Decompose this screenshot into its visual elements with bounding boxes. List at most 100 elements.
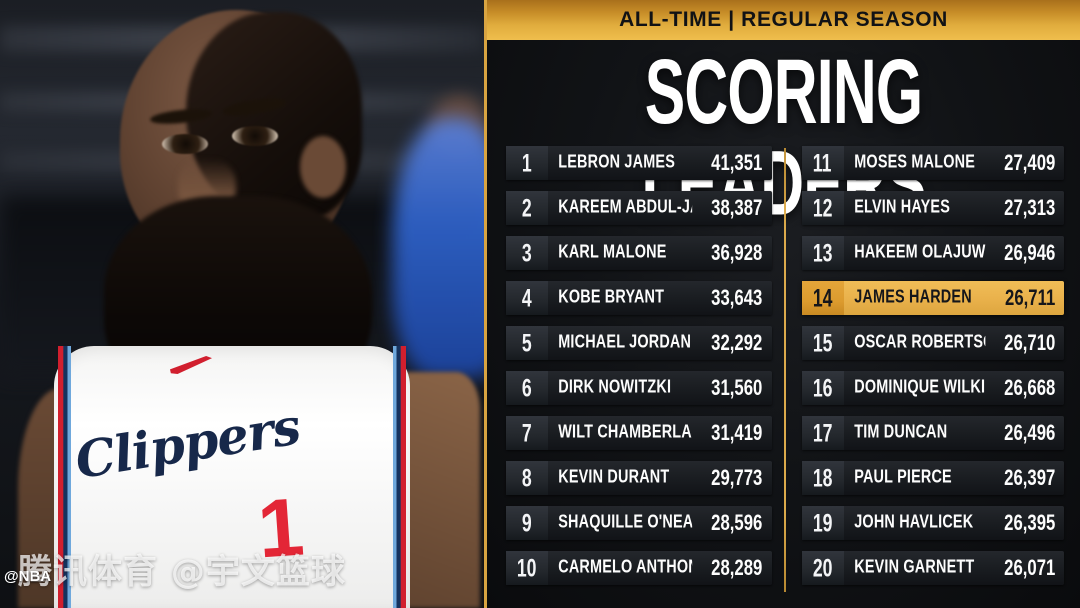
rank-cell: 12 [801, 191, 844, 225]
rank-value: 20 [812, 554, 833, 582]
player-name: PAUL PIERCE [853, 467, 952, 488]
player-name: MICHAEL JORDAN [558, 332, 692, 353]
rank-value: 13 [812, 239, 833, 267]
rank-cell: 4 [506, 281, 548, 315]
player-points: 28,596 [711, 510, 763, 536]
rank-cell: 19 [801, 506, 844, 540]
player-points: 26,711 [1004, 285, 1056, 311]
player-points: 26,496 [1004, 420, 1056, 446]
player-name: SHAQUILLE O'NEAL [558, 512, 693, 533]
leaderboard-column-left: 1 LEBRON JAMES 41,351 2 KAREEM ABDUL-JABBAR 3… [487, 146, 784, 596]
player-name: KEVIN GARNETT [853, 557, 974, 578]
rank-value: 15 [812, 329, 833, 357]
leaderboard-row: 5 MICHAEL JORDAN 32,292 [506, 326, 772, 360]
player-points: 31,560 [711, 375, 763, 401]
leaderboard-row: 3 KARL MALONE 36,928 [506, 236, 772, 270]
rank-value: 8 [522, 464, 532, 492]
column-divider [783, 148, 786, 592]
player-name: JOHN HAVLICEK [853, 512, 973, 533]
player-eye [232, 126, 278, 146]
header-banner: ALL-TIME | REGULAR SEASON [487, 0, 1080, 40]
player-name: CARMELO ANTHONY [558, 557, 692, 578]
player-name: KEVIN DURANT [558, 467, 670, 488]
rank-value: 6 [522, 374, 532, 402]
rank-value: 9 [522, 509, 532, 537]
rank-cell: 15 [801, 326, 844, 360]
player-points: 26,710 [1004, 330, 1056, 356]
leaderboard-row: 11 MOSES MALONE 27,409 [801, 146, 1064, 180]
rank-value: 7 [522, 419, 532, 447]
player-name: MOSES MALONE [853, 152, 975, 173]
rank-cell: 11 [801, 146, 844, 180]
rank-value: 5 [522, 329, 532, 357]
rank-cell: 20 [801, 551, 844, 585]
player-name: KAREEM ABDUL-JABBAR [558, 197, 692, 218]
player-name: DOMINIQUE WILKINS [853, 377, 985, 398]
rank-cell: 1 [506, 146, 548, 180]
player-points: 27,409 [1004, 150, 1056, 176]
leaderboard-row: 6 DIRK NOWITZKI 31,560 [506, 371, 772, 405]
rank-cell: 7 [506, 416, 548, 450]
player-name: LEBRON JAMES [558, 152, 676, 173]
player-name: KOBE BRYANT [558, 287, 665, 308]
leaderboard-row: 10 CARMELO ANTHONY 28,289 [506, 551, 772, 585]
rank-cell: 2 [506, 191, 548, 225]
rank-value: 3 [522, 239, 532, 267]
player-points: 26,071 [1004, 555, 1056, 581]
rank-value: 2 [522, 194, 532, 222]
player-points: 33,643 [711, 285, 763, 311]
rank-value: 17 [812, 419, 833, 447]
leaderboard-row: 17 TIM DUNCAN 26,496 [801, 416, 1064, 450]
rank-value: 11 [813, 149, 832, 177]
rank-value: 1 [522, 149, 532, 177]
rank-cell: 5 [506, 326, 548, 360]
player-name: OSCAR ROBERTSON [853, 332, 985, 353]
leaderboard-row: 15 OSCAR ROBERTSON 26,710 [801, 326, 1064, 360]
leaderboard-row-highlighted: 14 JAMES HARDEN 26,711 [801, 281, 1064, 315]
header-banner-label: ALL-TIME | REGULAR SEASON [619, 8, 948, 31]
background-person-jersey [392, 118, 484, 378]
leaderboard-panel: ALL-TIME | REGULAR SEASON SCORING LEADER… [484, 0, 1080, 608]
player-points: 38,387 [711, 195, 763, 221]
leaderboard-row: 18 PAUL PIERCE 26,397 [801, 461, 1064, 495]
rank-value: 16 [812, 374, 833, 402]
player-points: 28,289 [711, 555, 763, 581]
player-points: 26,397 [1004, 465, 1056, 491]
player-name: JAMES HARDEN [853, 287, 972, 308]
leaderboard-column-right: 11 MOSES MALONE 27,409 12 ELVIN HAYES 27,313 1… [784, 146, 1080, 596]
player-points: 27,313 [1004, 195, 1056, 221]
rank-cell: 13 [801, 236, 844, 270]
rank-cell: 6 [506, 371, 548, 405]
player-points: 29,773 [711, 465, 763, 491]
watermark: 腾讯体育 @宇文篮球 [18, 552, 346, 592]
leaderboard-row: 19 JOHN HAVLICEK 26,395 [801, 506, 1064, 540]
rank-cell: 3 [506, 236, 548, 270]
rank-value: 14 [812, 284, 833, 312]
player-ear [300, 136, 346, 198]
player-points: 31,419 [711, 420, 763, 446]
player-points: 41,351 [711, 150, 763, 176]
leaderboard-row: 2 KAREEM ABDUL-JABBAR 38,387 [506, 191, 772, 225]
rank-cell: 18 [801, 461, 844, 495]
rank-value: 10 [517, 554, 537, 582]
player-name: HAKEEM OLAJUWON [853, 242, 986, 263]
nba-credit: @NBA [4, 568, 52, 585]
leaderboard-row: 1 LEBRON JAMES 41,351 [506, 146, 772, 180]
player-points: 36,928 [711, 240, 763, 266]
leaderboard-row: 12 ELVIN HAYES 27,313 [801, 191, 1064, 225]
rank-value: 19 [812, 509, 833, 537]
leaderboard-row: 13 HAKEEM OLAJUWON 26,946 [801, 236, 1064, 270]
player-jersey [54, 346, 410, 608]
leaderboard-columns: 1 LEBRON JAMES 41,351 2 KAREEM ABDUL-JABBAR 3… [487, 146, 1080, 596]
rank-cell: 10 [506, 551, 548, 585]
rank-cell: 9 [506, 506, 548, 540]
rank-cell: 16 [801, 371, 844, 405]
leaderboard-row: 20 KEVIN GARNETT 26,071 [801, 551, 1064, 585]
player-points: 26,668 [1004, 375, 1056, 401]
player-name: ELVIN HAYES [853, 197, 950, 218]
rank-value: 18 [812, 464, 833, 492]
player-name: TIM DUNCAN [853, 422, 947, 443]
player-points: 26,395 [1004, 510, 1056, 536]
leaderboard-row: 9 SHAQUILLE O'NEAL 28,596 [506, 506, 772, 540]
